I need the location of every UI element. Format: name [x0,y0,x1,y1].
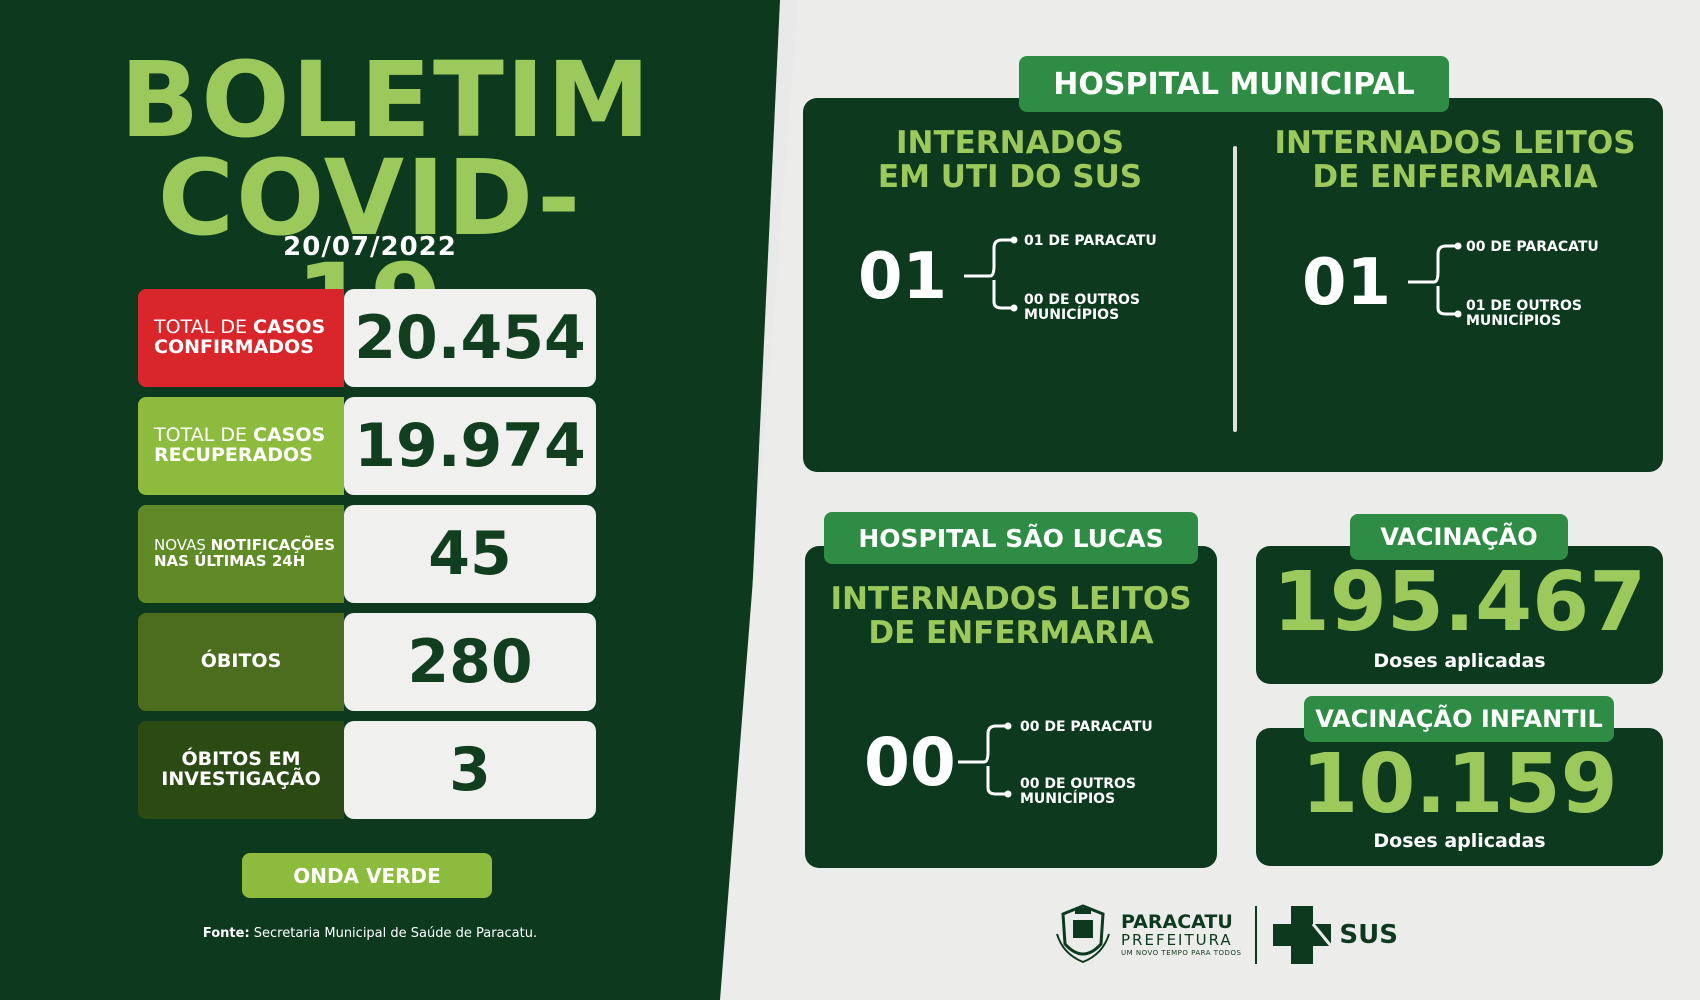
heading-line2: DE ENFERMARIA [868,615,1154,652]
enfermaria-total: 01 [1302,246,1392,320]
stat-deaths: ÓBITOS 280 [138,613,596,711]
sao-lucas-item-paracatu: 00 DE PARACATU [1020,719,1153,735]
source-label: Fonte: [202,926,250,941]
item-line2: MUNICÍPIOS [1020,790,1116,807]
label-text: NOVAS [154,536,211,555]
label-line2: CONFIRMADOS [154,336,314,358]
sao-lucas-branch-connector [958,722,1012,798]
stat-value: 20.454 [344,289,596,387]
stat-value: 19.974 [344,397,596,495]
enfermaria-heading: INTERNADOS LEITOS DE ENFERMARIA [1265,126,1645,194]
stat-recovered-cases: TOTAL DE CASOS RECUPERADOS 19.974 [138,397,596,495]
heading-line2: EM UTI DO SUS [877,159,1143,196]
item-line2: MUNICÍPIOS [1024,306,1120,323]
uti-item-paracatu: 01 DE PARACATU [1024,233,1157,249]
hospital-sao-lucas-tag: HOSPITAL SÃO LUCAS [824,512,1198,564]
child-vaccination-tag: VACINAÇÃO INFANTIL [1304,696,1614,742]
logo-separator [1255,906,1258,964]
heading-line1: INTERNADOS LEITOS [1274,125,1636,161]
vaccination-tag: VACINAÇÃO [1350,514,1568,560]
vaccination-value: 195.467 [1272,555,1647,650]
sao-lucas-item-outros: 00 DE OUTROS MUNICÍPIOS [1020,777,1136,806]
item-line2: MUNICÍPIOS [1466,312,1562,329]
vaccination-sub: Doses aplicadas [1373,650,1546,672]
label-text: TOTAL DE [154,316,253,339]
stat-label: TOTAL DE CASOS CONFIRMADOS [138,289,344,387]
heading-line1: INTERNADOS LEITOS [830,581,1192,617]
item-line1: 00 DE OUTROS [1024,292,1140,308]
sus-logo: SUS [1271,904,1398,966]
enfermaria-branch-connector [1408,242,1462,318]
uti-branch-connector [964,236,1018,312]
title-line1: BOLETIM [120,39,653,161]
stat-label: TOTAL DE CASOS RECUPERADOS [138,397,344,495]
item-line1: 00 DE OUTROS [1020,776,1136,792]
hospital-municipal-tag: HOSPITAL MUNICIPAL [1019,56,1449,112]
label-line2: RECUPERADOS [154,444,313,466]
bulletin-date: 20/07/2022 [283,232,457,262]
stat-value: 280 [344,613,596,711]
uti-total: 01 [858,240,948,314]
paracatu-crest-icon [1056,904,1110,964]
enfermaria-item-outros: 01 DE OUTROS MUNICÍPIOS [1466,299,1582,328]
pref-line3: UM NOVO TEMPO PARA TODOS [1121,948,1242,957]
uti-heading: INTERNADOS EM UTI DO SUS [840,126,1180,194]
heading-line2: DE ENFERMARIA [1312,159,1598,196]
child-vaccination-sub: Doses aplicadas [1373,830,1546,852]
label-line1: ÓBITOS [200,650,282,673]
prefeitura-logo: PARACATU PREFEITURA UM NOVO TEMPO PARA T… [1121,913,1241,957]
label-line2: NAS ÚLTIMAS 24H [154,552,306,570]
vaccination-card [1256,546,1663,684]
label-line2: INVESTIGAÇÃO [161,768,321,790]
label-bold: CASOS [253,316,326,339]
sao-lucas-total: 00 [864,724,956,801]
item-line1: 01 DE OUTROS [1466,298,1582,314]
child-vaccination-value: 10.159 [1301,737,1618,832]
label-line1: ÓBITOS EM [181,748,301,771]
pref-line1: PARACATU [1121,911,1233,934]
enfermaria-item-paracatu: 00 DE PARACATU [1466,239,1599,255]
stat-value: 3 [344,721,596,819]
label-bold: CASOS [253,424,326,447]
footer-logos: PARACATU PREFEITURA UM NOVO TEMPO PARA T… [1055,900,1398,970]
source-note: Fonte: Secretaria Municipal de Saúde de … [120,926,620,941]
stat-label: NOVAS NOTIFICAÇÕES NAS ÚLTIMAS 24H [138,505,344,603]
stat-label: ÓBITOS EM INVESTIGAÇÃO [138,721,344,819]
source-text: Secretaria Municipal de Saúde de Paracat… [249,926,538,941]
uti-item-outros: 00 DE OUTROS MUNICÍPIOS [1024,293,1140,322]
child-vaccination-card [1256,728,1663,866]
stat-value: 45 [344,505,596,603]
card-divider [1233,146,1237,432]
sus-cross-icon [1273,906,1333,964]
wave-status-badge: ONDA VERDE [242,853,492,898]
pref-line2: PREFEITURA [1121,931,1233,950]
label-bold: NOTIFICAÇÕES [210,536,335,555]
sao-lucas-heading: INTERNADOS LEITOS DE ENFERMARIA [820,582,1202,650]
stat-new-notifications: NOVAS NOTIFICAÇÕES NAS ÚLTIMAS 24H 45 [138,505,596,603]
left-panel [0,0,780,1000]
hospital-sao-lucas-card [805,546,1217,868]
heading-line1: INTERNADOS [895,125,1125,161]
stat-confirmed-cases: TOTAL DE CASOS CONFIRMADOS 20.454 [138,289,596,387]
stat-deaths-investigation: ÓBITOS EM INVESTIGAÇÃO 3 [138,721,596,819]
sus-text: SUS [1339,920,1398,950]
label-text: TOTAL DE [154,424,253,447]
stat-label: ÓBITOS [138,613,344,711]
